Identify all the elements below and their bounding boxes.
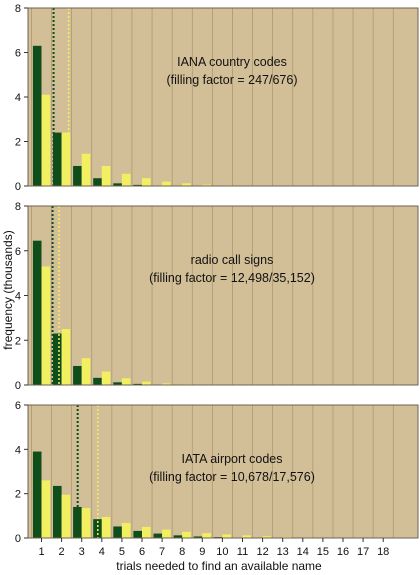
bar-light-8 (182, 531, 191, 538)
bar-light-4 (101, 516, 111, 538)
bar-dark-4 (93, 178, 102, 186)
panel-subtitle: (filling factor = 247/676) (167, 73, 298, 87)
bar-light-6 (142, 381, 151, 385)
panel-subtitle: (filling factor = 12,498/35,152) (149, 271, 315, 285)
x-tick-label: 14 (297, 546, 309, 558)
y-tick-label: 2 (15, 489, 21, 501)
bar-light-4 (101, 165, 111, 186)
x-tick-label: 12 (256, 546, 268, 558)
panels-layer: 0 2 4 6 8 IANA country codes (filling factor =… (15, 3, 419, 558)
bar-dark-3 (73, 365, 82, 385)
bar-light-1 (41, 266, 51, 385)
x-tick-label: 16 (337, 546, 349, 558)
bar-light-2 (61, 494, 71, 538)
bar-light-9 (202, 533, 211, 538)
x-tick-label: 2 (59, 546, 65, 558)
bar-dark-5 (113, 183, 122, 186)
bar-light-6 (142, 178, 151, 186)
panel-3: 0 2 4 6 IATA airport codes (filling factor = … (15, 400, 419, 545)
panel-1: 0 2 4 6 8 IANA country codes (filling factor =… (15, 3, 419, 193)
panel-2: 0 2 4 6 8 radio call signs (filling factor = 1… (15, 201, 419, 392)
bar-dark-1 (32, 240, 42, 385)
x-tick-label: 15 (317, 546, 329, 558)
x-tick-label: 13 (277, 546, 289, 558)
panel-title: IANA country codes (177, 55, 287, 69)
bar-light-6 (142, 526, 151, 538)
bar-dark-2 (53, 132, 62, 186)
y-axis-label: frequency (thousands) (1, 230, 15, 349)
panel-frame (27, 404, 419, 539)
bar-dark-1 (32, 45, 42, 187)
bar-light-13 (282, 536, 292, 538)
x-tick-label: 8 (179, 546, 185, 558)
bar-dark-2 (53, 333, 62, 385)
bar-light-1 (41, 480, 51, 538)
x-tick-label: 3 (79, 546, 85, 558)
bar-dark-7 (153, 533, 163, 538)
bar-light-7 (162, 383, 171, 385)
bar-light-7 (162, 181, 171, 186)
y-tick-label: 8 (15, 201, 21, 213)
x-tick-label: 9 (199, 546, 205, 558)
y-tick-label: 6 (15, 400, 21, 412)
bar-light-4 (101, 371, 111, 385)
y-tick-label: 0 (15, 533, 21, 545)
bar-light-2 (61, 329, 71, 385)
bar-light-5 (121, 173, 131, 186)
x-tick-label: 17 (357, 546, 369, 558)
bar-light-3 (81, 358, 91, 385)
bar-dark-1 (32, 451, 42, 538)
bar-light-12 (262, 536, 272, 538)
bar-light-11 (242, 535, 252, 538)
bar-light-2 (61, 132, 71, 186)
bar-dark-6 (133, 530, 142, 538)
x-tick-label: 4 (99, 546, 105, 558)
y-tick-label: 2 (15, 335, 21, 347)
bar-light-5 (121, 522, 131, 538)
panel-title: radio call signs (191, 253, 274, 267)
panel-subtitle: (filling factor = 10,678/17,576) (149, 470, 315, 484)
y-tick-label: 8 (15, 3, 21, 15)
bar-light-9 (202, 184, 211, 186)
y-tick-label: 6 (15, 246, 21, 258)
bar-light-3 (81, 508, 91, 538)
bar-dark-4 (93, 377, 102, 385)
bar-light-1 (41, 94, 51, 186)
x-tick-label: 5 (119, 546, 125, 558)
bar-dark-4 (93, 519, 102, 538)
bar-dark-2 (53, 485, 62, 538)
y-tick-label: 4 (15, 444, 21, 456)
x-tick-label: 10 (216, 546, 228, 558)
y-tick-label: 2 (15, 137, 21, 149)
bar-dark-6 (133, 184, 142, 186)
y-tick-label: 4 (15, 92, 21, 104)
bar-light-5 (121, 378, 131, 385)
x-tick-label: 1 (38, 546, 44, 558)
bar-dark-8 (173, 535, 183, 538)
bar-dark-6 (133, 383, 142, 385)
y-tick-label: 6 (15, 48, 21, 60)
bar-light-3 (81, 153, 91, 186)
bar-light-7 (162, 529, 171, 538)
bar-dark-9 (193, 536, 203, 538)
x-tick-label: 18 (377, 546, 389, 558)
bar-dark-3 (73, 165, 82, 186)
x-tick-label: 7 (159, 546, 165, 558)
x-axis-label: trials needed to find an available name (116, 559, 322, 573)
bar-light-8 (182, 183, 191, 186)
bar-dark-5 (113, 526, 122, 538)
x-tick-label: 6 (139, 546, 145, 558)
y-tick-label: 4 (15, 291, 21, 303)
x-tick-label: 11 (237, 546, 248, 558)
panel-title: IATA airport codes (182, 452, 283, 466)
y-tick-label: 0 (15, 181, 21, 193)
bar-dark-5 (113, 382, 122, 385)
bar-light-10 (222, 534, 231, 538)
y-tick-label: 0 (15, 380, 21, 392)
